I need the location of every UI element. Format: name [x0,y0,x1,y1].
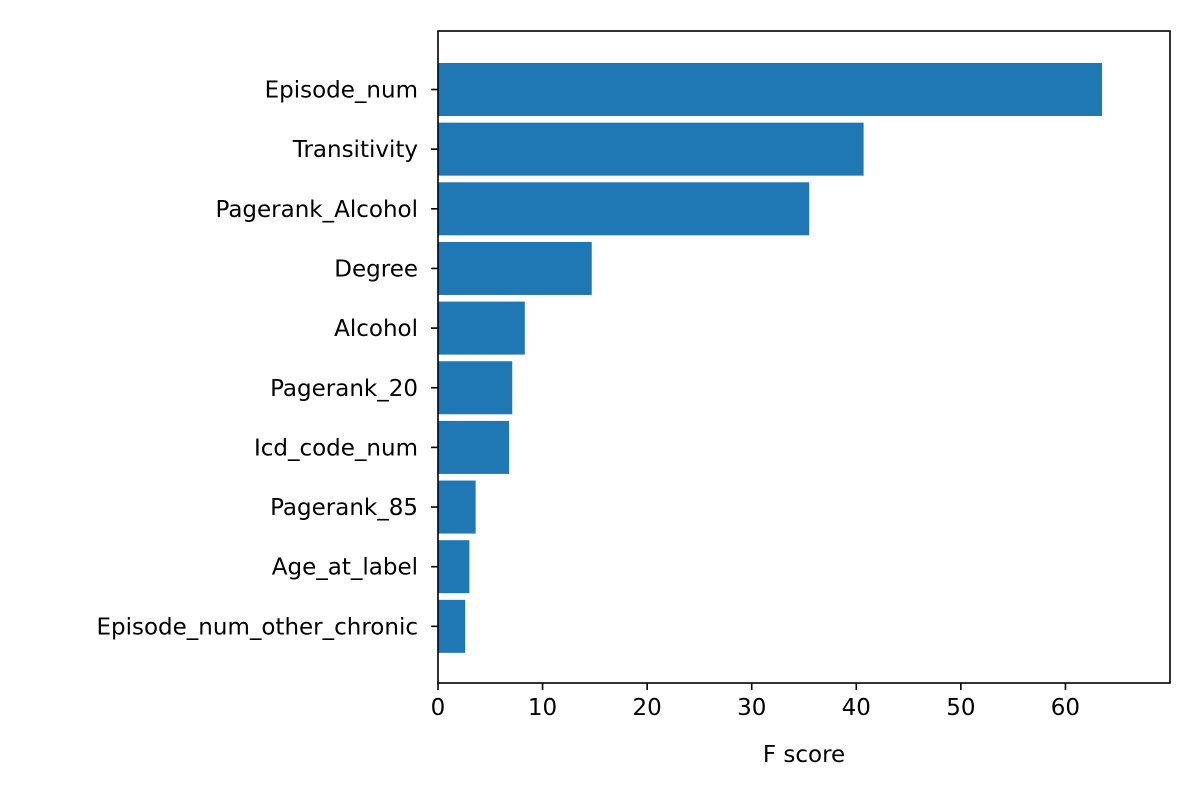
bars-layer [438,63,1103,653]
x-tick-label: 40 [842,695,871,721]
y-tick-label: Degree [334,256,418,282]
bar [438,241,592,295]
y-tick-label: Transitivity [292,137,418,163]
bar [438,540,470,594]
bar [438,182,810,236]
bar [438,361,513,415]
bar [438,122,864,176]
bar [438,63,1103,116]
y-tick-label: Pagerank_Alcohol [215,197,418,223]
y-axis-ticks: Episode_num Transitivity Pagerank_Alcohol D… [96,78,438,640]
y-tick-label: Icd_code_num [254,435,418,461]
x-tick-label: 10 [528,695,557,721]
x-axis-ticks: 0 10 20 30 40 50 60 [431,683,1080,721]
bar [438,301,525,355]
bar [438,480,476,534]
bar [438,599,466,653]
y-tick-label: Pagerank_20 [270,376,418,402]
y-tick-label: Pagerank_85 [270,495,418,521]
y-tick-label: Age_at_label [272,555,418,581]
plot-frame [437,30,1171,684]
x-tick-label: 0 [431,695,446,721]
bar [438,420,510,474]
y-tick-label: Episode_num [265,78,418,104]
x-tick-label: 20 [633,695,662,721]
x-tick-label: 30 [737,695,766,721]
y-tick-label: Alcohol [334,316,418,342]
x-tick-label: 50 [946,695,975,721]
x-tick-label: 60 [1051,695,1080,721]
x-axis-title: F score [763,742,845,768]
y-tick-label: Episode_num_other_chronic [96,614,418,640]
